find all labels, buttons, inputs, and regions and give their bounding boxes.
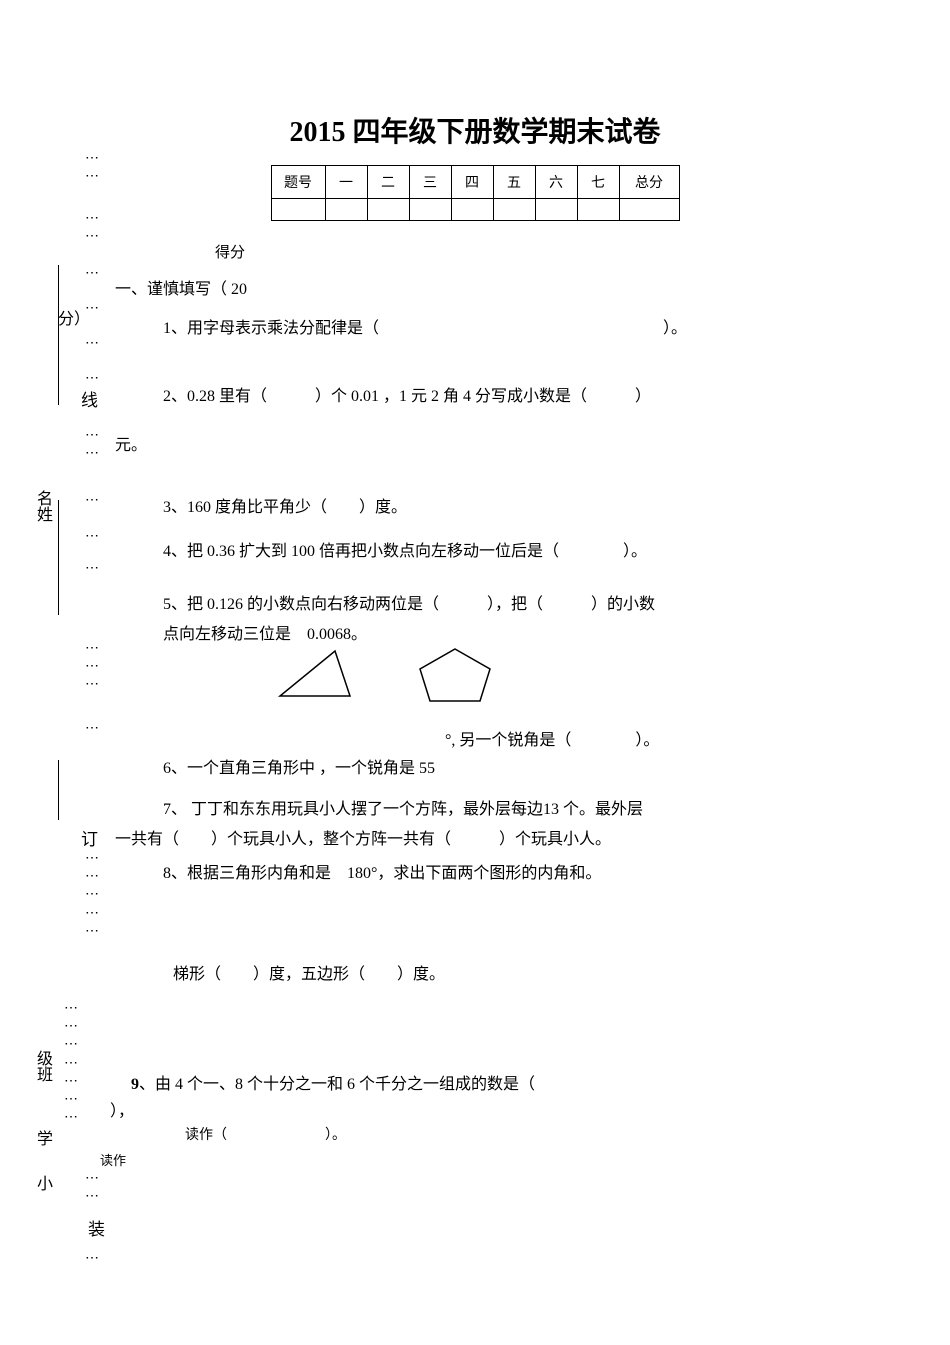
score-table: 题号 一 二 三 四 五 六 七 总分: [271, 165, 680, 221]
margin-jiban: 级班: [30, 1050, 54, 1082]
question-8-ans: 梯形（ ）度，五边形（ ）度。: [173, 960, 915, 990]
col-1: 一: [325, 166, 367, 199]
dots: ⋯⋯⋯: [85, 640, 99, 695]
score-cell: [577, 199, 619, 221]
col-7: 七: [577, 166, 619, 199]
dots: ⋯: [85, 560, 99, 578]
section-title-text: 一、谨慎填写（ 20: [115, 281, 247, 298]
score-cell: [271, 199, 325, 221]
dots: ⋯: [85, 1250, 99, 1268]
col-2: 二: [367, 166, 409, 199]
dots: ⋯⋯: [85, 1170, 99, 1206]
question-3: 3、160 度角比平角少（ ）度。: [163, 493, 915, 523]
dots: ⋯⋯: [85, 427, 99, 463]
q9-read: 读作（ ）。: [185, 1123, 915, 1150]
section-1-title: 一、谨慎填写（ 20: [115, 275, 915, 305]
margin-ding: 订: [75, 830, 100, 847]
dots: ⋯: [85, 265, 99, 283]
content-area: 一、谨慎填写（ 20 分） 1、用字母表示乘法分配律是（ ）。 2、0.28 里…: [115, 275, 915, 1150]
score-cell: [451, 199, 493, 221]
dots: ⋯: [85, 528, 99, 546]
col-total: 总分: [619, 166, 679, 199]
table-header-label: 题号: [271, 166, 325, 199]
q9-num: 9: [131, 1076, 139, 1093]
margin-bar: [58, 500, 59, 615]
margin-zhuang: 装: [82, 1220, 107, 1237]
col-3: 三: [409, 166, 451, 199]
q9-text: 、由 4 个一、8 个十分之一和 6 个千分之一组成的数是（: [139, 1076, 535, 1093]
question-6b: 6、一个直角三角形中 ，一个锐角是 55: [163, 754, 915, 784]
question-5a: 5、把 0.126 的小数点向右移动两位是（ ），把（ ）的小数: [163, 590, 915, 620]
dots: ⋯⋯⋯⋯⋯⋯⋯: [64, 1000, 78, 1127]
question-2-end: 元。: [115, 431, 915, 461]
score-cell: [325, 199, 367, 221]
question-2: 2、0.28 里有（ ）个 0.01 ，1 元 2 角 4 分写成小数是（ ）: [163, 382, 915, 412]
score-cell: [367, 199, 409, 221]
dots: ⋯⋯: [85, 210, 99, 246]
shapes-svg: [255, 641, 535, 711]
section-title-suffix: 分）: [58, 305, 858, 335]
trapezoid-shape: [280, 651, 350, 696]
col-6: 六: [535, 166, 577, 199]
dots: ⋯⋯: [85, 150, 99, 186]
dots: ⋯: [85, 335, 99, 353]
margin-xiao: 小: [30, 1175, 54, 1191]
margin-duzuo: 读作: [100, 1150, 126, 1169]
pentagon-shape: [420, 649, 490, 701]
col-4: 四: [451, 166, 493, 199]
score-cell: [619, 199, 679, 221]
dots: ⋯: [85, 300, 99, 318]
margin-xue: 学: [30, 1130, 54, 1146]
dots: ⋯: [85, 492, 99, 510]
score-cell: [493, 199, 535, 221]
shapes-row: [255, 641, 915, 722]
margin-bar: [58, 265, 59, 405]
margin-bar: [58, 760, 59, 820]
score-cell: [535, 199, 577, 221]
question-7a: 7、 丁丁和东东用玩具小人摆了一个方阵，最外层每边13 个。最外层: [163, 795, 915, 825]
question-7b: 一共有（ ）个玩具小人，整个方阵一共有（ ）个玩具小人。: [115, 825, 915, 855]
score-row-label: 得分: [215, 241, 950, 262]
dots: ⋯: [85, 370, 99, 388]
question-8: 8、根据三角形内角和是 180°，求出下面两个图形的内角和。: [163, 859, 915, 889]
dots: ⋯⋯⋯⋯⋯: [85, 850, 99, 941]
margin-xingming: 名姓: [30, 490, 54, 522]
dots: ⋯: [85, 720, 99, 738]
page-title: 2015 四年级下册数学期末试卷: [0, 0, 950, 165]
question-4: 4、把 0.36 扩大到 100 倍再把小数点向左移动一位后是（ ）。: [163, 537, 915, 567]
margin-xian: 线: [75, 391, 100, 408]
col-5: 五: [493, 166, 535, 199]
question-6a: °, 另一个锐角是（ ）。: [445, 726, 915, 756]
score-cell: [409, 199, 451, 221]
